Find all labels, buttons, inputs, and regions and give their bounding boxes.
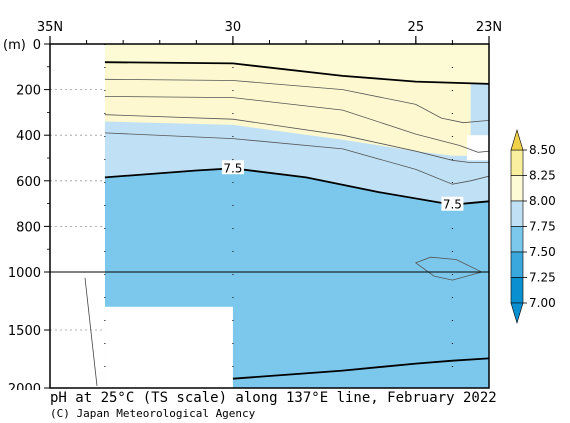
y-tick-label-6: 1500: [8, 324, 41, 339]
colorbar-segment-0: [510, 149, 524, 176]
colorbar-segment-4: [510, 251, 524, 278]
y-tick-label-5: 1000: [8, 266, 41, 281]
missing-region-1: [104, 306, 233, 388]
y-tick-label-7: 2000: [8, 382, 41, 390]
contour-7.75-3: [104, 114, 489, 163]
credit-text: (C) Japan Meteorological Agency: [50, 407, 256, 420]
plot-area: 7.5 7.5: [50, 44, 490, 388]
missing-region-2: [467, 135, 489, 161]
colorbar-segment-2: [510, 200, 524, 227]
colorbar-label-2: 8.00: [529, 194, 556, 208]
contour-7.875-1: [104, 78, 490, 124]
y-tick-label-1: 200: [16, 84, 41, 99]
colorbar-label-6: 7.00: [529, 296, 556, 310]
contour-label-1: 7.5: [443, 198, 462, 212]
axes: 35N 30 25 23N 200 400 600 800 1000 1500 2000 (m) 0: [3, 20, 502, 390]
colorbar-label-0: 8.50: [529, 143, 556, 157]
x-tick-label-0: 35N: [37, 20, 63, 35]
colorbar-label-3: 7.75: [529, 220, 556, 234]
colorbar-segment-1: [510, 175, 524, 202]
contour-7.8-2: [104, 96, 490, 153]
colorbar-segment-3: [510, 226, 524, 253]
contour-7.5-7: [232, 357, 490, 380]
colorbar-bottom-arrow: [510, 302, 524, 325]
y-tick-label-4: 800: [16, 220, 41, 235]
contour-label-bg-1: [441, 196, 464, 211]
x-tick-label-1: 30: [225, 20, 242, 35]
x-tick-label-2: 25: [408, 20, 425, 35]
band--8.00: [104, 44, 489, 84]
y-tick-label-zero: 0: [33, 38, 41, 53]
colorbar: 8.50 8.25 8.00 7.75 7.50 7.25 7.00: [510, 128, 556, 325]
x-tick-label-3: 23N: [476, 20, 502, 35]
colorbar-label-4: 7.50: [529, 245, 556, 259]
colorbar-segment-5: [510, 277, 524, 304]
y-tick-label-3: 600: [16, 175, 41, 190]
contour-7.7-4: [104, 132, 490, 185]
contour-label-0: 7.5: [223, 161, 242, 175]
edge-line: [84, 277, 98, 387]
contour-label-bg-0: [221, 160, 244, 175]
colorbar-label-1: 8.25: [529, 169, 556, 183]
colorbar-label-5: 7.25: [529, 271, 556, 285]
missing-region-0: [50, 44, 105, 388]
contour-8-0: [104, 61, 490, 85]
colorbar-top-arrow: [510, 128, 524, 151]
y-tick-label-2: 400: [16, 129, 41, 144]
y-axis-unit-label: (m): [3, 38, 26, 53]
chart-title: pH at 25°C (TS scale) along 137°E line, …: [50, 390, 497, 406]
ph-section-chart: 7.5 7.5 35N 30 25 23N 200 400 600 800 1000 1500 200…: [3, 20, 556, 390]
